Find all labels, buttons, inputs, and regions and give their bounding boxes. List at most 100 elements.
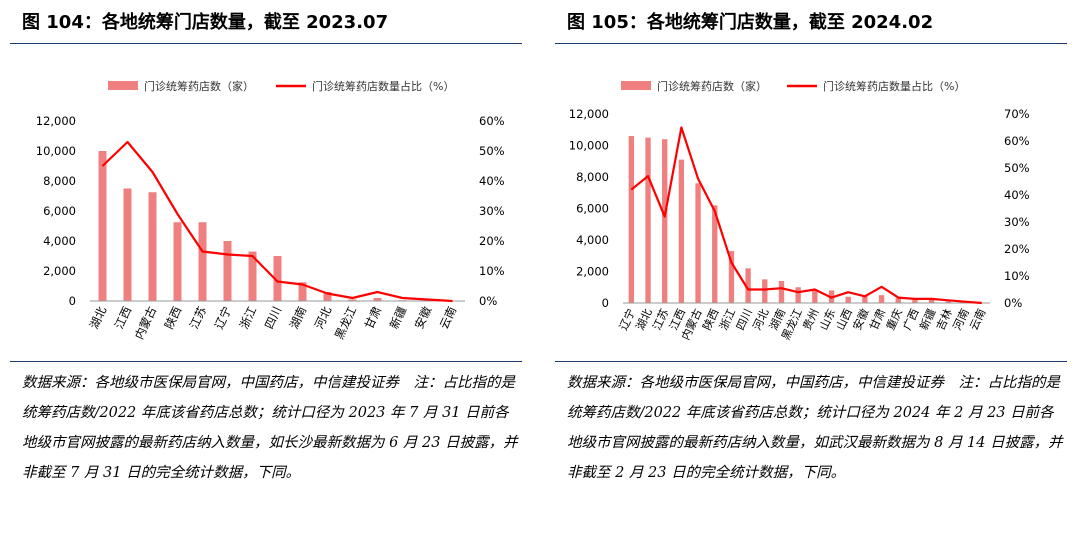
category-label: 甘肃 [867,307,888,332]
bar [248,251,257,301]
share-line [101,140,453,303]
bar [173,222,182,301]
bar [348,299,357,301]
right-axis-tick-label: 60% [1004,134,1030,148]
right-axis-tick-label: 50% [1004,161,1030,175]
category-label: 黑龙江 [332,304,359,342]
category-label: 湖南 [287,304,309,331]
bar [912,299,918,303]
figure-104: 图 104：各地统筹门店数量，截至 2023.07 门诊统筹药店数（家） 门诊统筹… [0,0,530,535]
figure-105: 图 105：各地统筹门店数量，截至 2024.02 门诊统筹药店数（家） 门诊统筹… [545,0,1075,535]
category-label: 河北 [750,307,771,332]
bar [762,279,768,303]
bar [298,282,307,301]
category-label: 河南 [951,307,972,332]
category-label: 陕西 [162,304,184,331]
bar [728,251,735,303]
chart-figure-105: 门诊统筹药店数（家） 门诊统筹药店数量占比（%） 0 2,000 4,000 6,000 8… [569,79,1030,342]
bar [695,183,701,303]
bar [862,295,868,303]
left-axis-tick-label: 4,000 [576,233,609,247]
right-axis-tick-label: 30% [479,204,505,218]
legend-line-label: 门诊统筹药店数量占比（%） [312,79,454,93]
right-axis-tick-label: 0% [479,294,497,308]
left-axis-tick-label: 12,000 [569,107,609,121]
right-axis-tick-label: 10% [479,264,505,278]
left-axis-tick-label: 4,000 [43,234,76,248]
bar [778,280,785,303]
category-label: 浙江 [237,304,260,331]
source-note: 数据来源：各地级市医保局官网，中国药店，中信建投证券 注：占比指的是统筹药店数/… [567,375,1063,481]
share-line [630,126,982,305]
category-label: 新疆 [916,306,938,332]
left-axis-tick-label: 2,000 [43,264,76,278]
category-label: 山东 [817,307,838,332]
bar [323,292,332,301]
left-axis-tick-label: 8,000 [43,174,76,188]
right-axis-tick-label: 70% [1004,107,1030,121]
category-label: 辽宁 [212,304,234,331]
right-axis-tick-label: 20% [1004,242,1030,256]
bar [273,256,282,301]
category-label: 湖北 [634,307,655,332]
right-axis-tick-label: 30% [1004,215,1030,229]
left-axis-tick-label: 8,000 [576,170,609,184]
bar [198,222,207,301]
bottom-rule [555,361,1067,362]
bar [678,159,685,303]
category-label: 贵州 [800,307,821,332]
bar [645,137,651,303]
right-axis-tick-label: 0% [1004,296,1022,310]
chart-figure-104: 门诊统筹药店数（家） 门诊统筹药店数量占比（%） 0 2,000 4,000 6,000 8… [36,79,505,342]
bar [628,136,635,303]
bar [373,298,382,301]
category-label: 江苏 [187,304,209,331]
figure-title: 图 104：各地统筹门店数量，截至 2023.07 [22,12,389,33]
category-label: 安徽 [850,306,872,332]
category-label: 四川 [262,304,284,331]
left-axis-tick-label: 0 [602,296,609,310]
category-label: 吉林 [933,306,955,332]
legend-line-label: 门诊统筹药店数量占比（%） [823,79,965,93]
bar [662,139,668,303]
bar [878,295,885,303]
top-rule [555,43,1067,44]
bar [98,151,107,301]
legend-bar-label: 门诊统筹药店数（家） [657,79,767,93]
right-axis-tick-label: 60% [479,114,505,128]
category-label: 新疆 [387,304,410,331]
category-label: 云南 [967,307,988,332]
right-axis-tick-label: 50% [479,144,505,158]
category-label: 江西 [112,304,134,331]
bar [795,287,801,303]
category-label: 内蒙古 [132,304,159,341]
left-axis-tick-label: 0 [69,294,76,308]
source-note: 数据来源：各地级市医保局官网，中国药店，中信建投证券 注：占比指的是统筹药店数/… [22,375,518,481]
bar [895,298,901,303]
top-rule [10,43,522,44]
category-label: 安徽 [412,304,435,331]
category-label: 辽宁 [616,306,638,332]
bar [712,205,718,303]
right-axis-tick-label: 40% [1004,188,1030,202]
right-axis-tick-label: 10% [1004,269,1030,283]
category-label: 江苏 [650,307,671,332]
right-axis-tick-label: 40% [479,174,505,188]
category-label: 河北 [312,304,335,331]
left-axis-tick-label: 10,000 [36,144,76,158]
bar [123,188,132,301]
bar [845,296,851,303]
category-label: 广西 [901,307,922,332]
category-label: 山西 [834,307,855,332]
bottom-rule [10,361,522,362]
category-label: 湖北 [87,304,110,331]
category-label: 甘肃 [362,304,384,331]
bar [812,290,818,303]
category-label: 四川 [734,307,755,332]
left-axis-tick-label: 10,000 [569,139,609,153]
right-axis-tick-label: 20% [479,234,505,248]
legend-bar-label: 门诊统筹药店数（家） [144,79,254,93]
category-label: 重庆 [883,306,905,332]
legend-bar-swatch [108,81,138,90]
category-label: 浙江 [717,307,738,332]
